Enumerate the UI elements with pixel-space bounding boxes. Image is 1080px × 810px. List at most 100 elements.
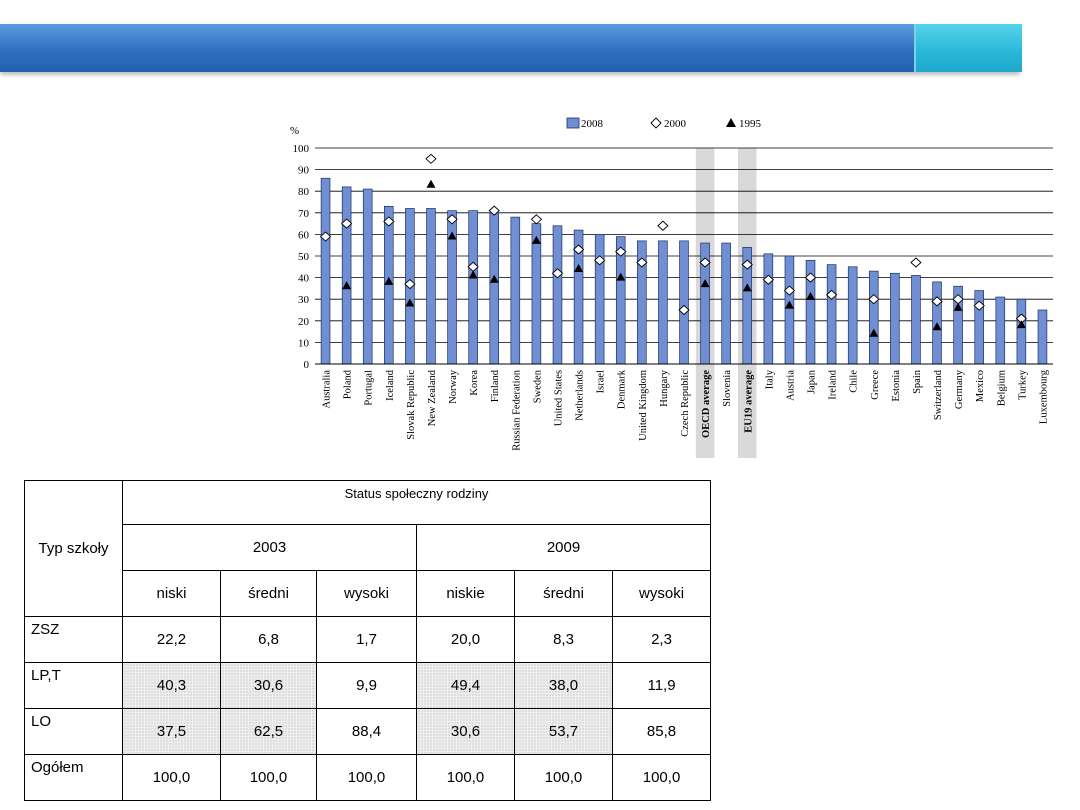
marker-1995: [869, 328, 879, 337]
y-tick-label: 20: [298, 316, 310, 328]
marker-1995: [700, 279, 710, 288]
x-tick-label: Spain: [912, 369, 923, 394]
bar-2008: [531, 223, 542, 365]
y-tick-label: 100: [293, 143, 310, 155]
bar-2008: [890, 272, 900, 365]
x-tick-label: OECD average: [701, 370, 712, 438]
marker-2000: [425, 153, 437, 164]
marker-1995: [384, 276, 394, 285]
y-tick-label: 0: [304, 359, 310, 371]
marker-1995: [784, 300, 794, 309]
table-row: ZSZ 22,2 6,8 1,7 20,0 8,3 2,3: [24, 616, 712, 663]
bar-2008: [826, 264, 837, 365]
marker-1995: [742, 283, 752, 292]
x-tick-label: Luxembourg: [1038, 369, 1049, 424]
marker-2000: [404, 278, 416, 290]
x-tick-label: Israel: [596, 370, 607, 393]
marker-2000: [910, 257, 922, 268]
bar-2008: [763, 253, 774, 365]
table-cell: 62,5: [220, 708, 317, 755]
table-row: Ogółem 100,0 100,0 100,0 100,0 100,0 100…: [24, 754, 712, 801]
bar-2008: [847, 266, 858, 365]
marker-2000: [530, 214, 543, 225]
x-tick-label: New Zealand: [427, 369, 438, 426]
year-header-2009: 2009: [415, 524, 712, 571]
bar-2008: [1016, 298, 1027, 365]
legend-swatch-triangle: [726, 118, 736, 127]
y-tick-label: 40: [298, 273, 310, 285]
marker-1995: [531, 235, 541, 244]
marker-1995: [489, 274, 499, 283]
table-cell: 85,8: [611, 708, 712, 755]
row-label: LO: [24, 708, 123, 755]
x-tick-label: Czech Republic: [680, 370, 691, 437]
y-tick-label: 70: [298, 208, 310, 220]
bar-2008: [868, 270, 879, 365]
table-cell: 6,8: [220, 616, 317, 663]
x-tick-label: Russian Federation: [511, 369, 522, 451]
marker-2000: [340, 218, 353, 229]
marker-2000: [825, 289, 838, 300]
bar-2008: [1037, 309, 1048, 365]
table-cell: 38,0: [514, 662, 613, 709]
marker-1995: [953, 302, 963, 311]
x-tick-label: Switzerland: [933, 369, 944, 420]
marker-2000: [783, 285, 796, 296]
bar-2008: [468, 210, 478, 365]
table-cell: 20,0: [416, 616, 515, 663]
table-cell: 37,5: [122, 708, 221, 755]
x-tick-label: Norway: [448, 369, 459, 404]
bar-2008: [320, 177, 331, 365]
bar-2008: [552, 225, 563, 365]
table-cell: 100,0: [220, 754, 317, 801]
marker-2000: [488, 205, 500, 216]
x-tick-label: Germany: [954, 369, 965, 409]
table-cell: 8,3: [514, 616, 613, 663]
subheader-cell: średni: [220, 570, 317, 617]
y-tick-label: 60: [298, 229, 310, 241]
table-cell: 9,9: [316, 662, 417, 709]
table-cell: 11,9: [611, 662, 712, 709]
x-tick-label: Ireland: [828, 369, 839, 399]
bar-2008: [362, 188, 373, 365]
table-row: LP,T 40,3 30,6 9,9 49,4 38,0 11,9: [24, 662, 712, 709]
chart-canvas: 0 10 20 30 40 50 60 70 80 90 100% 2008 2000 1995 Austr…: [290, 117, 1053, 458]
marker-2000: [615, 246, 627, 257]
legend-label: 1995: [739, 118, 762, 130]
x-tick-label: United States: [553, 370, 564, 426]
x-tick-label: Netherlands: [575, 370, 586, 421]
x-tick-label: Greece: [870, 370, 881, 400]
table-cell: 100,0: [122, 754, 221, 801]
bar-2008: [426, 208, 436, 365]
table-cell: 49,4: [416, 662, 515, 709]
x-tick-label: Portugal: [364, 370, 375, 406]
bar-2008: [510, 216, 521, 365]
table-cell: 53,7: [514, 708, 613, 755]
table-group-header: Status społeczny rodziny: [121, 480, 712, 525]
x-tick-label: Mexico: [975, 370, 986, 402]
marker-1995: [574, 263, 584, 272]
marker-2000: [931, 296, 943, 307]
x-tick-label: Hungary: [659, 369, 670, 406]
table-cell: 100,0: [611, 754, 712, 801]
marker-2000: [699, 257, 711, 268]
marker-2000: [804, 272, 817, 283]
subheader-cell: średni: [514, 570, 613, 617]
marker-1995: [426, 179, 436, 188]
x-tick-label: Turkey: [1017, 369, 1028, 400]
y-tick-label: 10: [298, 337, 310, 349]
x-tick-label: United Kingdom: [638, 370, 649, 441]
x-tick-label: Poland: [343, 369, 354, 399]
table-cell: 30,6: [220, 662, 317, 709]
y-tick-label: 30: [298, 294, 310, 306]
marker-1995: [447, 231, 457, 240]
marker-2000: [446, 214, 458, 225]
bar-2008: [679, 240, 689, 365]
data-table: Typ szkoły Status społeczny rodziny 2003…: [24, 480, 712, 801]
subheader-cell: niski: [122, 570, 221, 617]
subheader-cell: niskie: [416, 570, 515, 617]
marker-1995: [806, 292, 816, 301]
subheader-cell: wysoki: [611, 570, 712, 617]
x-tick-label: Italy: [764, 369, 775, 389]
x-tick-label: Korea: [469, 370, 480, 396]
